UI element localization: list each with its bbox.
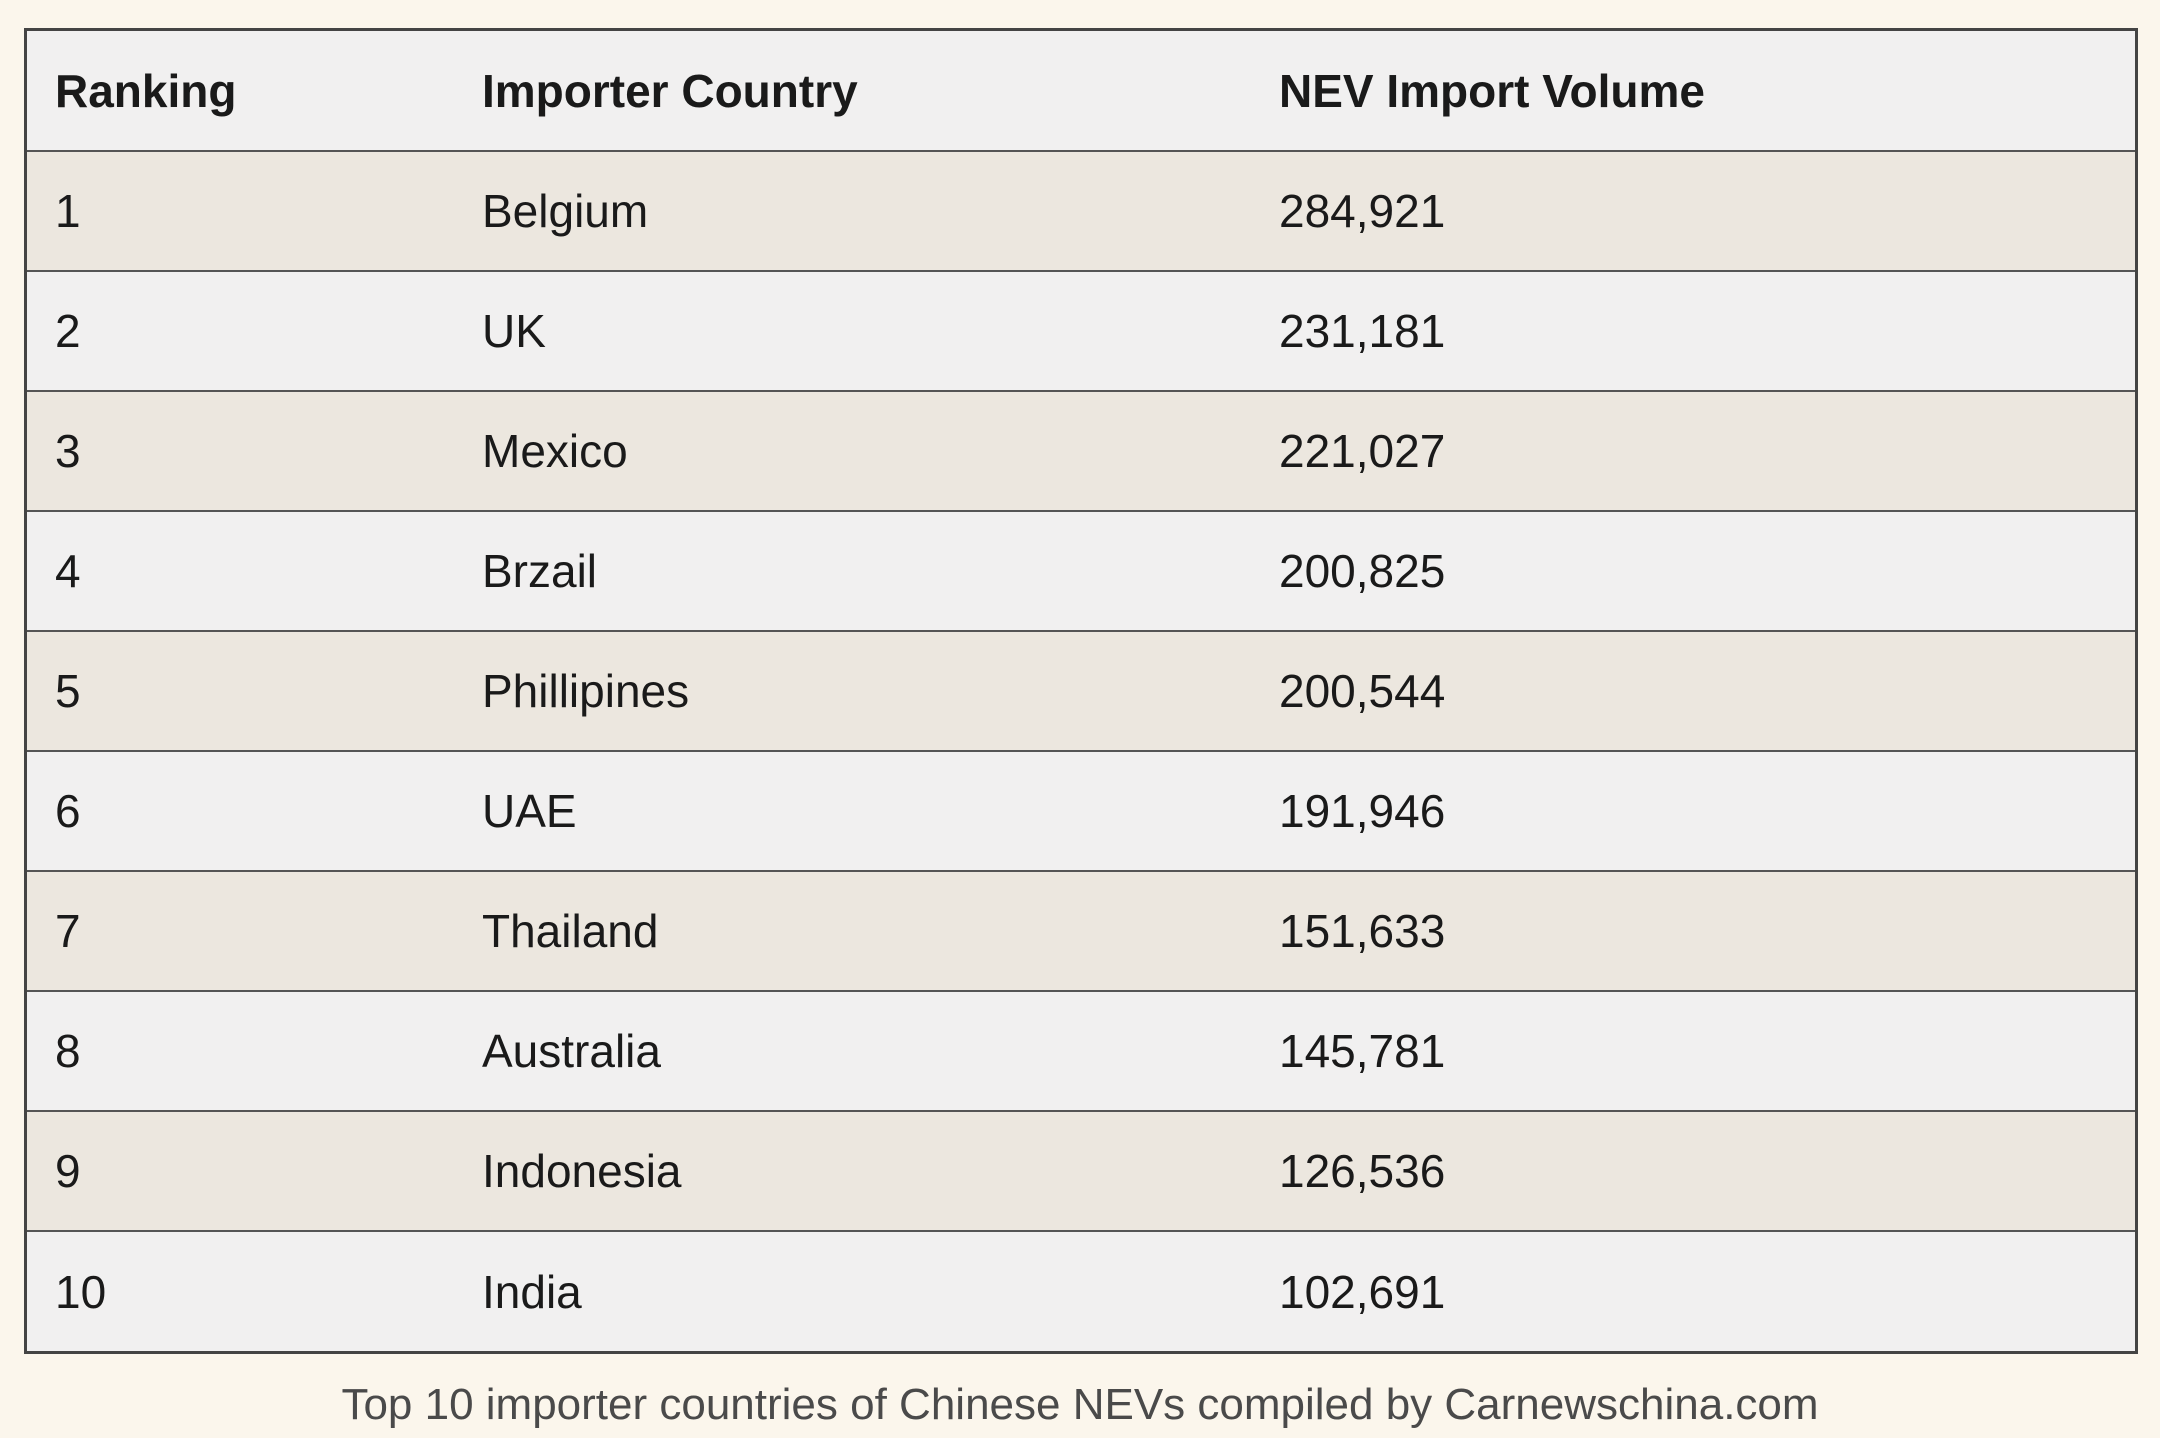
cell-volume: 102,691 xyxy=(1251,1231,2135,1351)
cell-volume: 231,181 xyxy=(1251,271,2135,392)
cell-country: Australia xyxy=(454,991,1251,1112)
cell-country: Mexico xyxy=(454,391,1251,512)
table-row: 1 Belgium 284,921 xyxy=(27,151,2135,272)
cell-country: Phillipines xyxy=(454,631,1251,752)
header-importer-country: Importer Country xyxy=(454,31,1251,152)
cell-ranking: 3 xyxy=(27,391,454,512)
table-row: 3 Mexico 221,027 xyxy=(27,391,2135,512)
cell-country: UAE xyxy=(454,751,1251,872)
cell-country: UK xyxy=(454,271,1251,392)
table-caption: Top 10 importer countries of Chinese NEV… xyxy=(341,1380,1819,1429)
cell-ranking: 1 xyxy=(27,151,454,272)
cell-country: India xyxy=(454,1231,1251,1351)
cell-volume: 126,536 xyxy=(1251,1111,2135,1232)
cell-volume: 151,633 xyxy=(1251,871,2135,992)
cell-ranking: 2 xyxy=(27,271,454,392)
cell-country: Belgium xyxy=(454,151,1251,272)
cell-ranking: 10 xyxy=(27,1231,454,1351)
cell-ranking: 4 xyxy=(27,511,454,632)
header-nev-import-volume: NEV Import Volume xyxy=(1251,31,2135,152)
cell-volume: 200,825 xyxy=(1251,511,2135,632)
cell-ranking: 6 xyxy=(27,751,454,872)
cell-volume: 145,781 xyxy=(1251,991,2135,1112)
table-row: 6 UAE 191,946 xyxy=(27,751,2135,872)
cell-volume: 191,946 xyxy=(1251,751,2135,872)
table-row: 4 Brzail 200,825 xyxy=(27,511,2135,632)
cell-ranking: 7 xyxy=(27,871,454,992)
cell-volume: 200,544 xyxy=(1251,631,2135,752)
nev-import-table: Ranking Importer Country NEV Import Volu… xyxy=(27,31,2135,1351)
cell-volume: 284,921 xyxy=(1251,151,2135,272)
table-row: 9 Indonesia 126,536 xyxy=(27,1111,2135,1232)
table-header-row: Ranking Importer Country NEV Import Volu… xyxy=(27,31,2135,152)
cell-ranking: 5 xyxy=(27,631,454,752)
cell-country: Brzail xyxy=(454,511,1251,632)
table-row: 7 Thailand 151,633 xyxy=(27,871,2135,992)
cell-country: Indonesia xyxy=(454,1111,1251,1232)
table-row: 2 UK 231,181 xyxy=(27,271,2135,392)
table-row: 10 India 102,691 xyxy=(27,1231,2135,1351)
header-ranking: Ranking xyxy=(27,31,454,152)
cell-ranking: 9 xyxy=(27,1111,454,1232)
cell-country: Thailand xyxy=(454,871,1251,992)
table-row: 8 Australia 145,781 xyxy=(27,991,2135,1112)
nev-import-table-container: Ranking Importer Country NEV Import Volu… xyxy=(24,28,2138,1354)
table-row: 5 Phillipines 200,544 xyxy=(27,631,2135,752)
cell-ranking: 8 xyxy=(27,991,454,1112)
cell-volume: 221,027 xyxy=(1251,391,2135,512)
